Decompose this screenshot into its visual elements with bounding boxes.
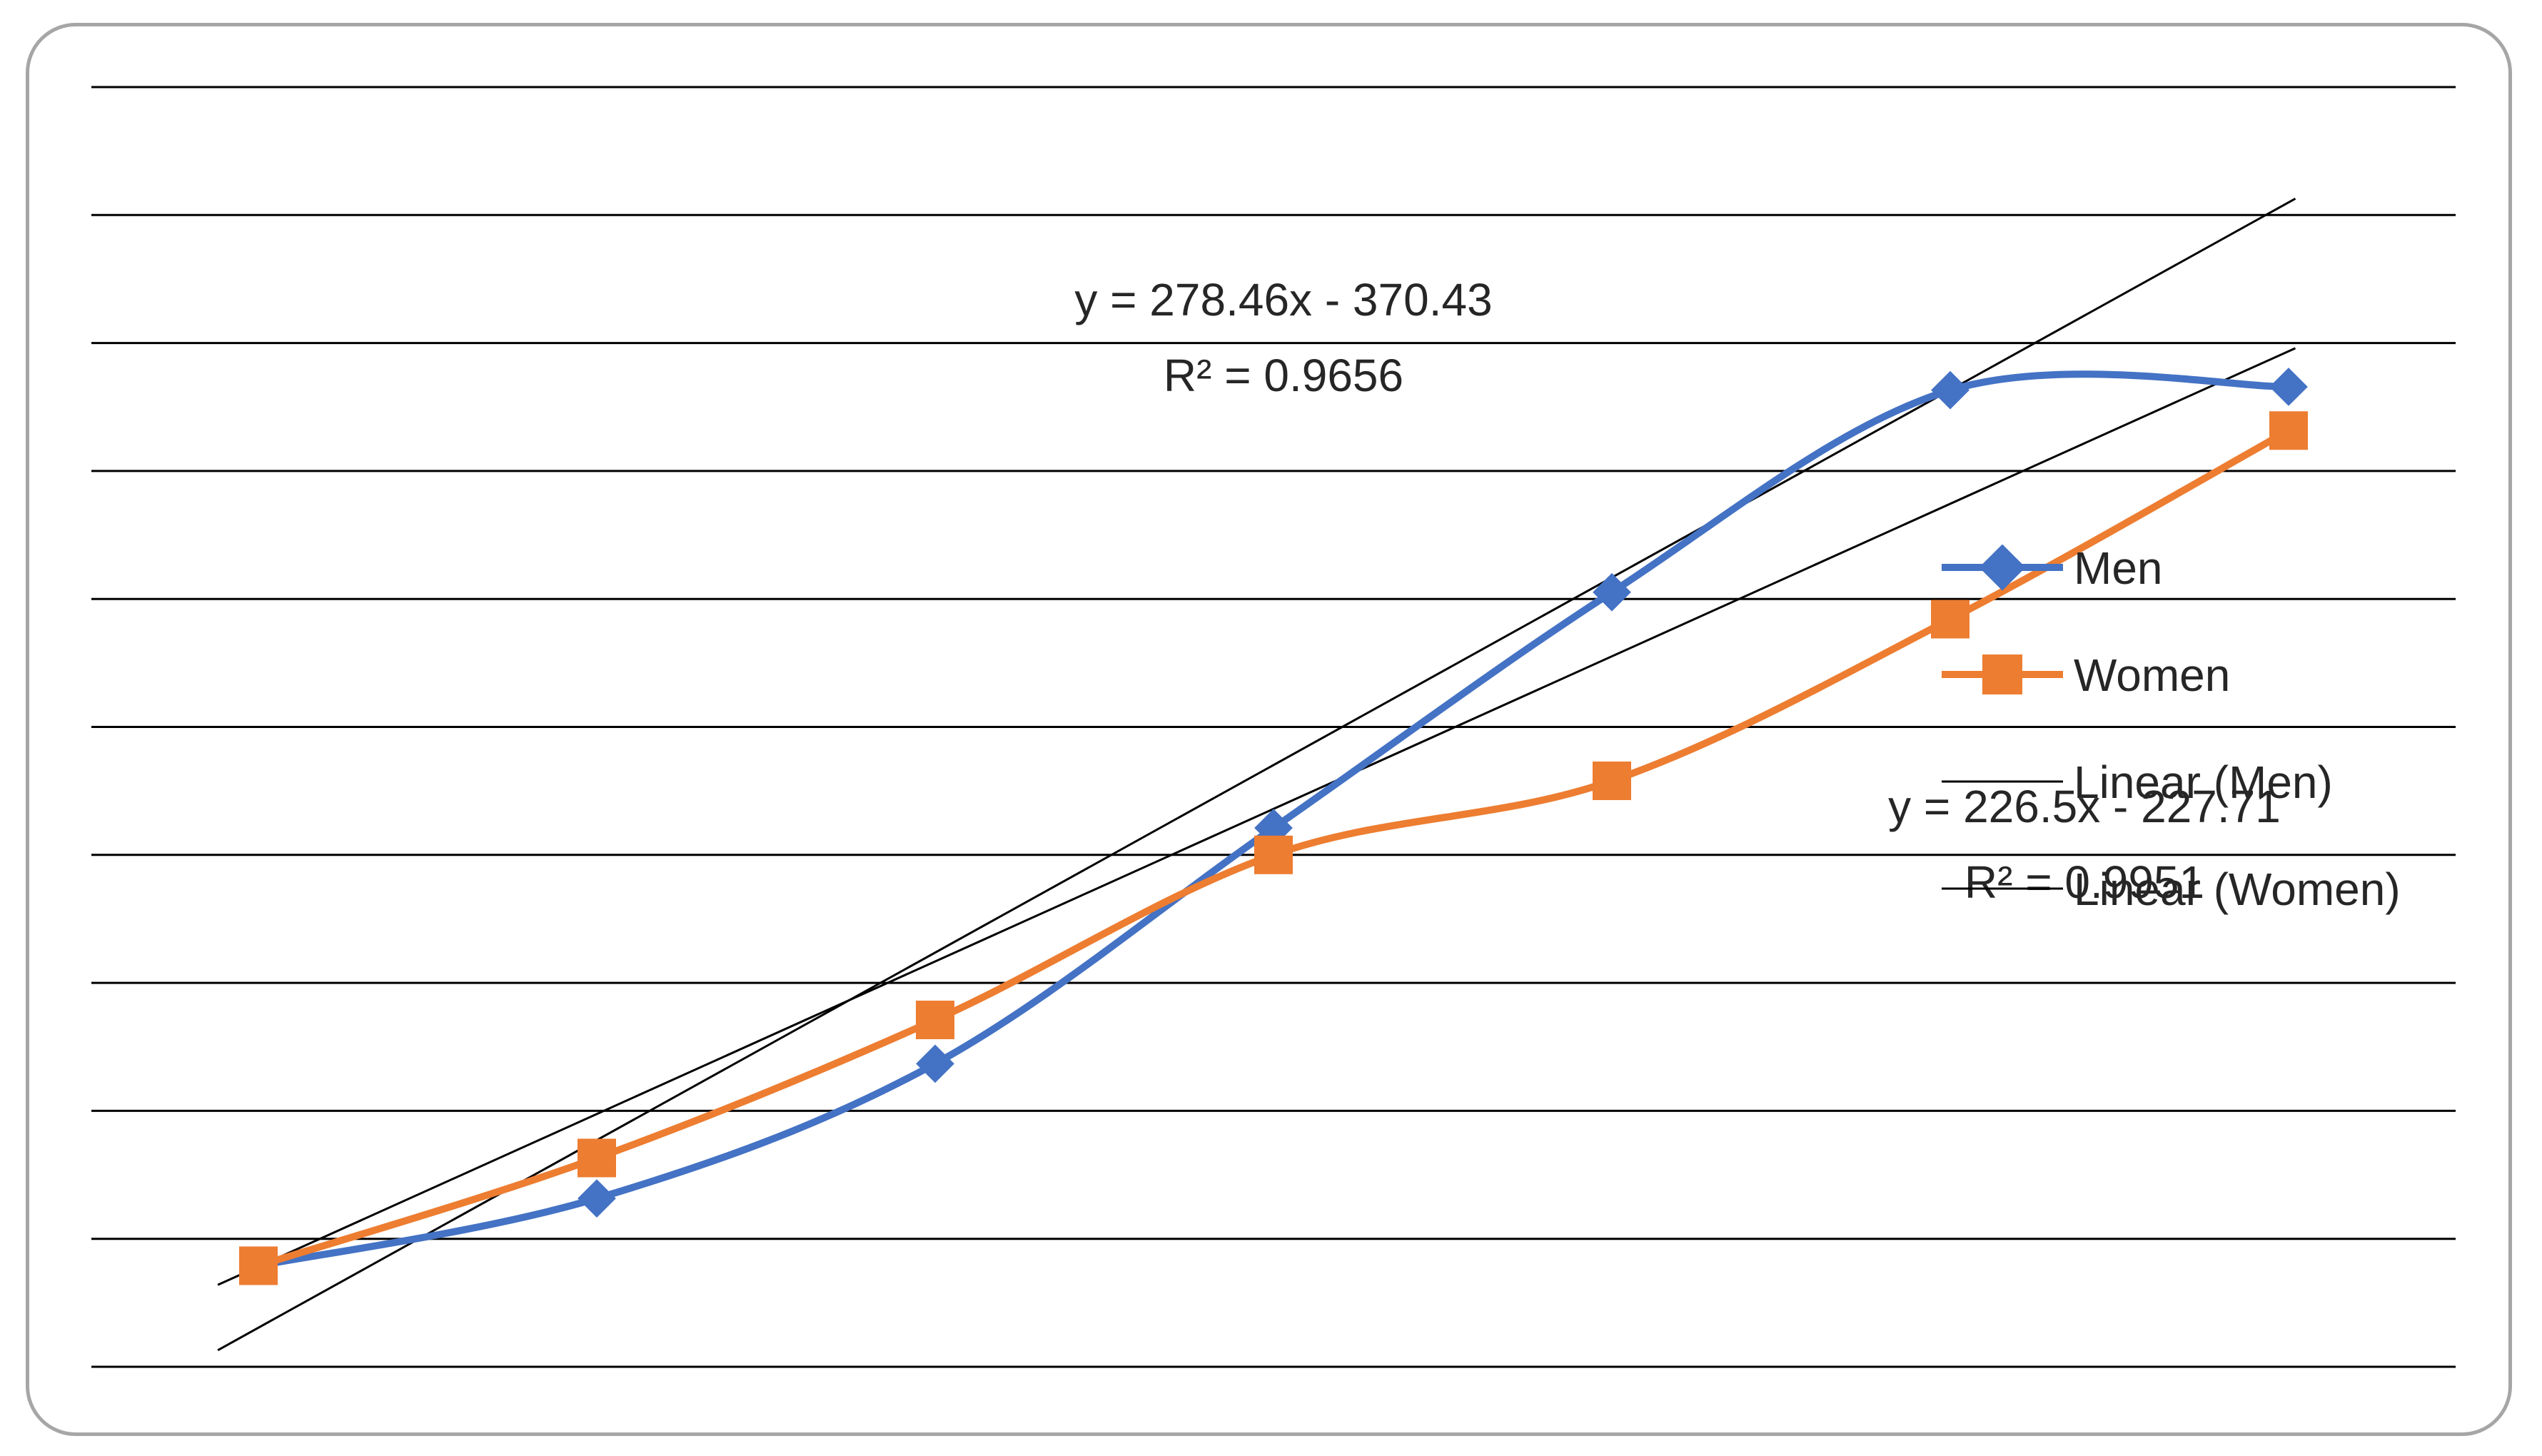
trendline-equation-women: y = 226.5x - 227.71 [1888, 781, 2281, 832]
legend-item-linear-men: Linear (Men) [1942, 757, 2333, 808]
data-point-men [916, 1044, 954, 1083]
trendline-label-men: y = 278.46x - 370.43 R² = 0.9656 [1074, 274, 1492, 401]
data-point-women [916, 1001, 954, 1040]
legend: Men Women Linear (Men) Linear (Women) [1942, 542, 2401, 915]
legend-label-linear-men: Linear (Men) [2074, 757, 2333, 808]
legend-item-men: Men [1942, 542, 2163, 594]
data-point-women [1931, 600, 1969, 639]
data-point-women [578, 1138, 616, 1178]
legend-item-women: Women [1942, 649, 2230, 701]
legend-label-women: Women [2074, 649, 2230, 701]
data-point-women [2269, 411, 2308, 450]
legend-marker-men [1979, 544, 2026, 591]
trendline-r2-men: R² = 0.9656 [1164, 350, 1403, 401]
data-point-men [578, 1179, 616, 1218]
data-point-men [2269, 368, 2308, 406]
legend-marker-women [1982, 654, 2022, 694]
legend-label-men: Men [2074, 542, 2163, 594]
trendline-women [217, 347, 2296, 1286]
chart-frame [26, 23, 2512, 1436]
legend-item-linear-women: Linear (Women) [1942, 864, 2401, 915]
data-point-women [1593, 761, 1631, 800]
legend-label-linear-women: Linear (Women) [2074, 864, 2401, 915]
data-point-women [1254, 835, 1293, 874]
trendline-label-women: y = 226.5x - 227.71 R² = 0.9951 [1888, 781, 2281, 908]
trendline-r2-women: R² = 0.9951 [1964, 856, 2204, 908]
data-point-men [1931, 370, 1969, 410]
data-point-men [1593, 572, 1631, 612]
trendline-equation-men: y = 278.46x - 370.43 [1074, 274, 1492, 325]
data-point-women [239, 1246, 278, 1285]
gridlines [91, 86, 2456, 1368]
